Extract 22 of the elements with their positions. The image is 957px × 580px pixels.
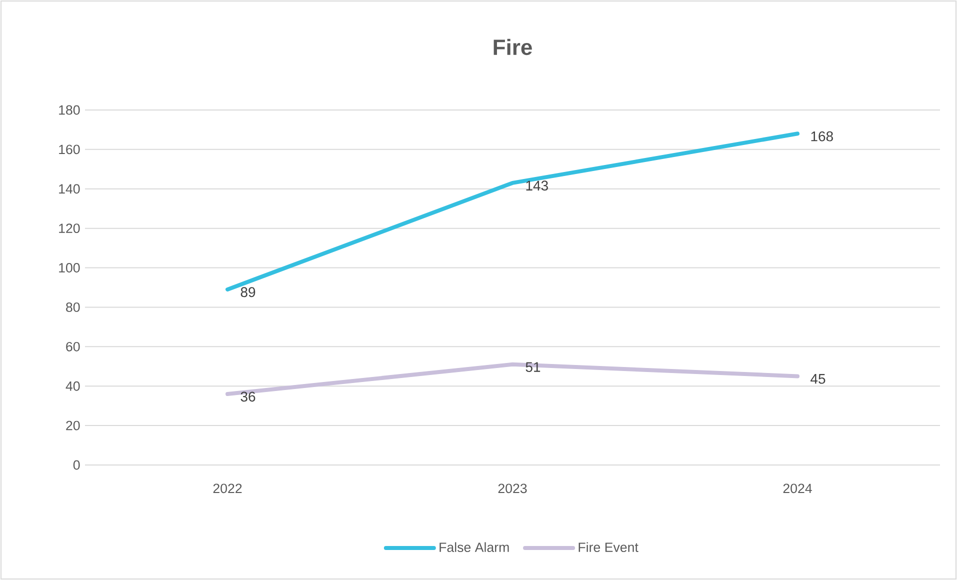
data-label: 45: [810, 374, 826, 384]
y-tick-label: 40: [66, 381, 80, 391]
data-label: 143: [526, 180, 548, 191]
y-tick-label: 0: [73, 460, 80, 470]
data-label: 51: [526, 362, 540, 372]
data-label: 168: [811, 131, 833, 142]
chart-title: Fire: [494, 38, 532, 56]
y-tick-label: 120: [59, 224, 80, 234]
y-tick-label: 100: [59, 263, 80, 272]
y-tick-label: 60: [66, 342, 80, 352]
data-label: 36: [240, 392, 256, 402]
y-tick-label: 80: [66, 302, 80, 312]
legend-label: Fire Event: [578, 542, 638, 552]
x-tick-label: 2023: [498, 484, 527, 494]
y-tick-label: 160: [59, 144, 80, 154]
data-label: 89: [240, 287, 256, 298]
legend-label: False Alarm: [440, 542, 509, 552]
y-tick-label: 140: [59, 184, 80, 194]
y-tick-label: 180: [59, 105, 80, 115]
y-tick-label: 20: [66, 420, 80, 430]
x-tick-label: 2024: [783, 484, 812, 494]
x-tick-label: 2022: [213, 484, 242, 494]
